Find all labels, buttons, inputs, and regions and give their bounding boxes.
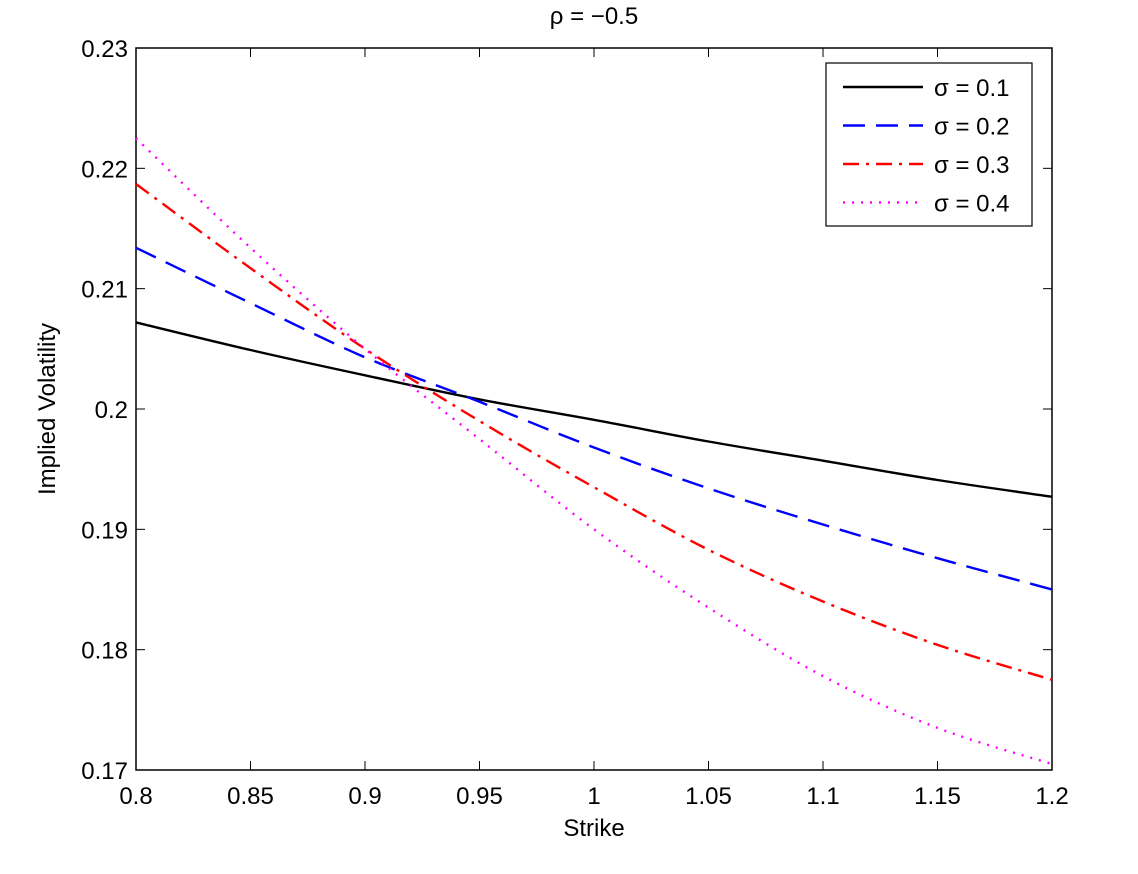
x-tick-label: 0.8 [119,783,152,810]
x-tick-label: 1.15 [914,783,961,810]
legend-label: σ = 0.4 [934,191,1010,218]
x-tick-label: 0.9 [348,783,381,810]
x-tick-label: 0.95 [456,783,503,810]
x-axis-label: Strike [563,815,624,842]
y-tick-label: 0.22 [81,156,128,183]
y-axis-tick-labels: 0.17 0.18 0.19 0.2 0.21 0.22 0.23 [81,36,128,785]
series-line-1 [135,321,1053,498]
series-lines [135,137,1053,766]
x-tick-label: 1.1 [806,783,839,810]
legend-label: σ = 0.2 [934,114,1010,141]
x-tick-label: 1 [587,783,600,810]
chart-title: ρ = −0.5 [550,3,638,30]
legend-label: σ = 0.3 [934,152,1010,179]
axis-ticks [135,47,1053,771]
y-tick-label: 0.21 [81,277,128,304]
y-tick-label: 0.17 [81,758,128,785]
legend: σ = 0.1 σ = 0.2 σ = 0.3 σ = 0.4 [825,62,1033,227]
y-axis-label: Implied Volatility [34,323,61,495]
y-tick-label: 0.19 [81,517,128,544]
x-tick-label: 1.05 [685,783,732,810]
y-tick-label: 0.2 [95,397,128,424]
x-tick-label: 0.85 [227,783,274,810]
series-line-4 [135,137,1053,766]
x-axis-tick-labels: 0.8 0.85 0.9 0.95 1 1.05 1.1 1.15 1.2 [119,783,1068,810]
y-tick-label: 0.23 [81,36,128,63]
legend-label: σ = 0.1 [934,75,1010,102]
legend-box [825,62,1033,227]
x-tick-label: 1.2 [1035,783,1068,810]
series-line-3 [135,183,1053,681]
y-tick-label: 0.18 [81,638,128,665]
